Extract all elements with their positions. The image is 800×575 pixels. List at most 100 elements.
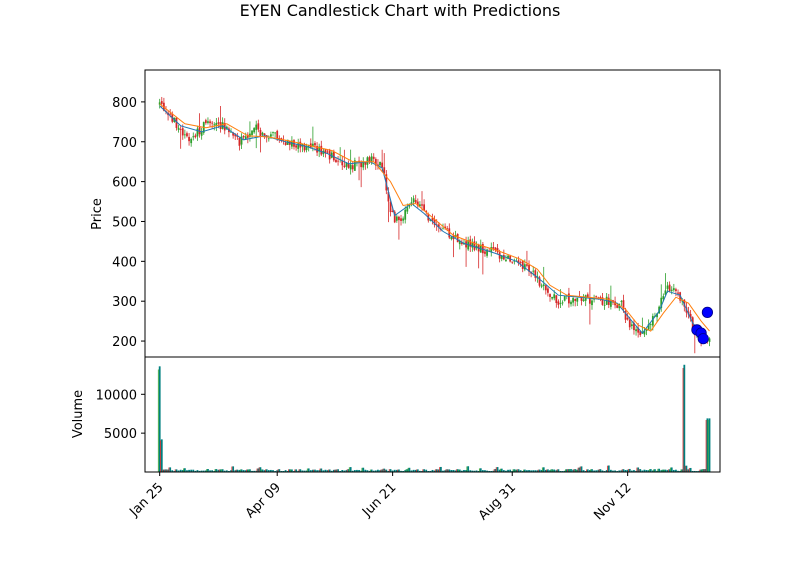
volume-bar-overlay: [466, 466, 468, 472]
volume-bar: [249, 469, 251, 472]
volume-bar: [553, 469, 556, 472]
volume-bar: [563, 470, 566, 472]
candle-body: [404, 209, 407, 220]
volume-bar: [228, 470, 230, 472]
volume-bar-overlay: [657, 468, 659, 472]
volume-bar-overlay: [590, 469, 592, 472]
volume-bar: [158, 366, 161, 472]
volume-bar: [261, 469, 264, 472]
volume-bar-overlay: [235, 469, 237, 472]
volume-bar: [624, 470, 627, 472]
candle-body: [307, 145, 310, 147]
candle-body: [284, 142, 287, 146]
volume-bar: [364, 469, 367, 472]
volume-bar: [202, 470, 205, 472]
volume-bar: [637, 467, 640, 472]
candle-body: [251, 130, 253, 135]
volume-bar: [515, 469, 518, 472]
volume-bar-overlay: [523, 469, 525, 472]
volume-bar: [601, 470, 604, 472]
volume-bar-overlay: [495, 467, 497, 472]
candle-body: [421, 204, 423, 206]
volume-bar: [689, 467, 692, 472]
candle-body: [362, 161, 365, 168]
volume-bar: [460, 470, 463, 472]
volume-bar: [196, 470, 199, 472]
candle-body: [232, 132, 235, 136]
volume-bar-overlay: [598, 469, 600, 472]
volume-bar: [358, 469, 360, 472]
volume-bar: [265, 469, 268, 472]
volume-bar: [400, 470, 402, 472]
volume-bar: [211, 470, 214, 472]
volume-bar: [311, 469, 314, 472]
candle-body: [183, 134, 186, 136]
volume-bar: [675, 469, 677, 472]
candle-body: [500, 255, 503, 259]
volume-bar-overlay: [478, 468, 480, 472]
volume-bar: [622, 469, 625, 472]
volume-bar: [272, 470, 274, 472]
candle-body: [337, 160, 339, 162]
volume-bar: [572, 469, 575, 472]
volume-tick-label: 10000: [96, 388, 137, 403]
candle-body: [267, 138, 270, 140]
volume-bar: [452, 470, 455, 472]
moving-average-fast-line: [159, 105, 706, 338]
candle-body: [160, 101, 163, 104]
candle-body: [555, 295, 558, 304]
candle-body: [437, 224, 440, 228]
volume-bar: [628, 468, 631, 472]
volume-bar: [511, 470, 514, 472]
candle-body: [507, 255, 509, 259]
candle-body: [481, 244, 484, 254]
candle-body: [668, 284, 671, 292]
candle-body: [444, 226, 446, 229]
volume-bar: [513, 469, 516, 472]
candle-body: [551, 296, 554, 299]
volume-bar-overlay: [569, 469, 571, 472]
volume-bar: [360, 470, 363, 472]
volume-bar: [607, 465, 610, 472]
volume-bar: [234, 470, 237, 472]
volume-bar: [278, 469, 281, 472]
candle-body: [368, 157, 371, 162]
candle-body: [230, 131, 232, 133]
volume-bar: [473, 470, 476, 472]
volume-bar: [633, 470, 635, 472]
x-tick-label: Jan 25: [126, 480, 166, 520]
volume-bar: [456, 469, 459, 472]
volume-bar: [549, 470, 551, 472]
candle-body: [471, 242, 474, 248]
price-tick-label: 200: [112, 335, 137, 350]
candle-body: [398, 216, 400, 221]
x-axis: Jan 25 Apr 09 Jun 21 Aug 31 Nov 12: [126, 472, 634, 523]
candle-body: [276, 130, 279, 139]
candle-body: [423, 204, 426, 211]
volume-bar-overlay: [168, 467, 170, 472]
volume-bar: [215, 469, 218, 472]
candle-body: [490, 247, 493, 253]
volume-bar-overlay: [248, 469, 250, 472]
volume-bar: [162, 469, 165, 472]
volume-bar: [542, 467, 545, 472]
candle-body: [387, 192, 390, 202]
candle-body: [666, 285, 669, 289]
volume-bar: [301, 470, 304, 472]
x-tick-label: Aug 31: [476, 480, 519, 523]
volume-bar: [194, 470, 197, 472]
volume-bar: [186, 470, 188, 472]
volume-bar: [167, 469, 169, 472]
volume-bar: [639, 469, 642, 472]
volume-bar: [284, 470, 287, 472]
candle-body: [450, 237, 453, 240]
volume-bar: [691, 470, 694, 472]
volume-bar: [356, 469, 358, 472]
volume-bar-overlay: [707, 419, 709, 472]
candle-body: [544, 285, 547, 291]
volume-bar: [181, 470, 184, 472]
volume-bar: [288, 469, 291, 472]
volume-bar-overlay: [445, 469, 447, 472]
volume-bar: [255, 470, 258, 472]
candle-body: [311, 143, 314, 146]
